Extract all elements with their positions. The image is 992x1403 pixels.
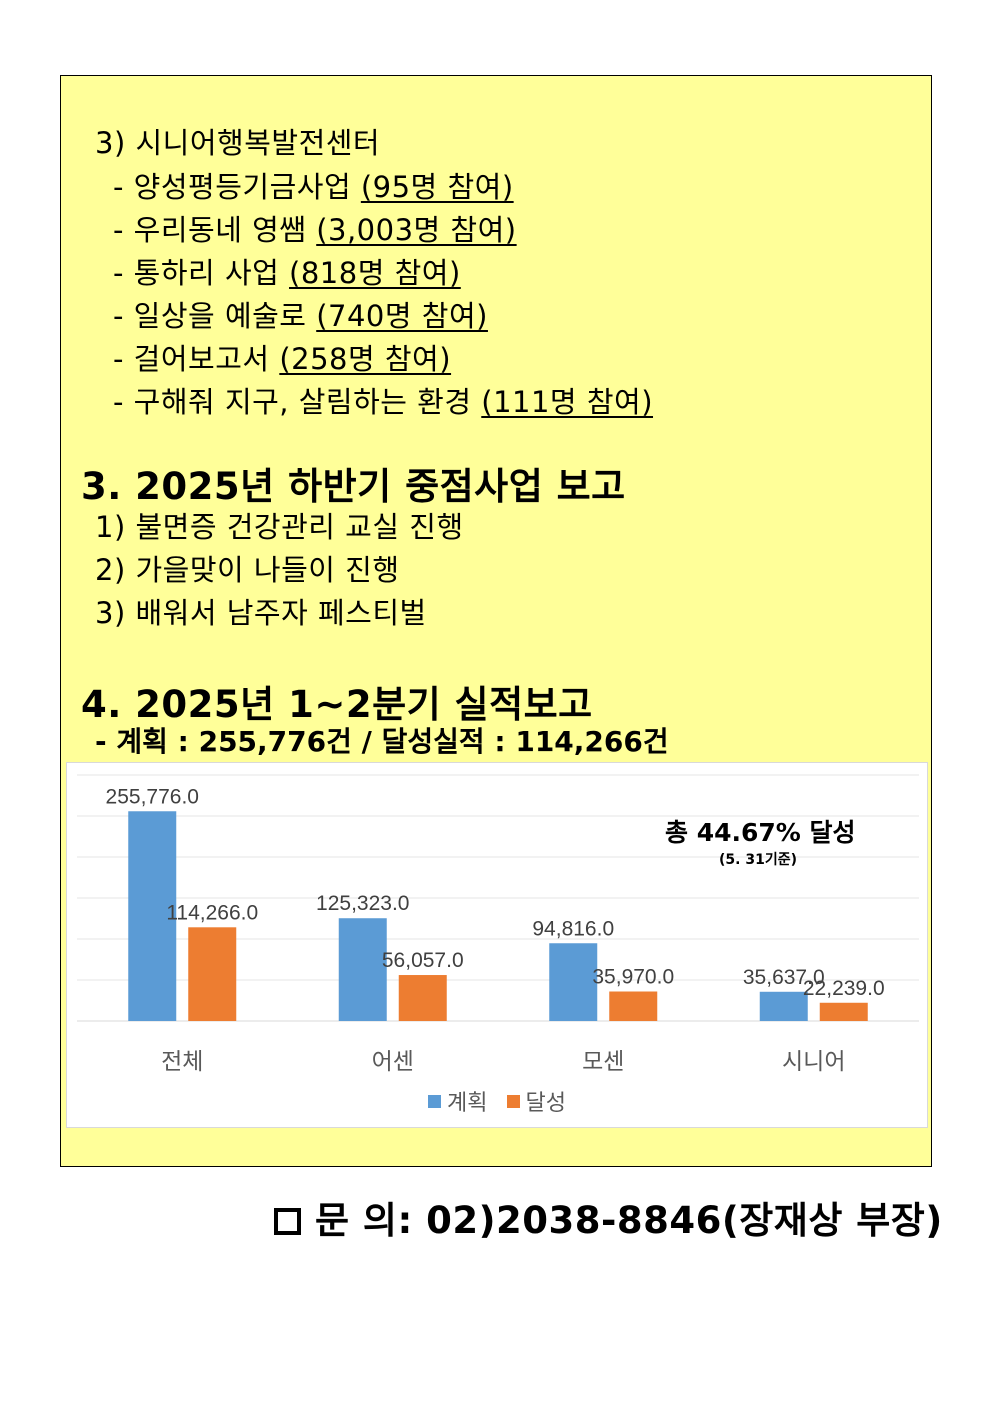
section3-heading: 3. 2025년 하반기 중점사업 보고 (81, 465, 626, 508)
section4-summary: - 계획 : 255,776건 / 달성실적 : 114,266건 (95, 725, 669, 758)
achievement-callout: 총 44.67% 달성 (665, 818, 856, 847)
legend-label: 달성 (525, 1091, 566, 1116)
program-item: - 양성평등기금사업 (95명 참여) (113, 164, 514, 206)
bar (188, 927, 237, 1021)
data-label: 22,239.0 (803, 977, 885, 1000)
legend-swatch (506, 1094, 520, 1108)
category-label: 어센 (372, 1049, 414, 1075)
item3-title: 3) 시니어행복발전센터 (95, 126, 381, 160)
category-label: 전체 (161, 1049, 203, 1075)
callout-date: (5. 31기준) (719, 852, 797, 868)
legend-item-achieved: 달성 (506, 1085, 566, 1117)
program-name: - 양성평등기금사업 (113, 170, 361, 204)
program-name: - 구해줘 지구, 살림하는 환경 (113, 385, 482, 419)
section3-item: 2) 가을맞이 나들이 진행 (95, 553, 400, 587)
yellow-panel: 3) 시니어행복발전센터 - 양성평등기금사업 (95명 참여) - 우리동네 … (60, 75, 932, 1167)
program-participants: (740명 참여) (316, 299, 488, 333)
program-participants: (3,003명 참여) (316, 213, 517, 247)
chart-legend: 계획 달성 (67, 1085, 927, 1117)
contact-text: 문 의: 02)2038-8846(장재상 부장) (315, 1199, 943, 1242)
data-label: 125,323.0 (316, 892, 409, 915)
program-item: - 일상을 예술로 (740명 참여) (113, 293, 488, 335)
bar (128, 811, 177, 1021)
data-label: 56,057.0 (382, 949, 464, 972)
contact-line: 문 의: 02)2038-8846(장재상 부장) (274, 1190, 943, 1244)
data-label: 255,776.0 (106, 785, 199, 808)
section3-item: 1) 불면증 건강관리 교실 진행 (95, 510, 464, 544)
square-bullet-icon (274, 1208, 301, 1235)
program-name: - 통하리 사업 (113, 256, 290, 290)
section4-heading: 4. 2025년 1~2분기 실적보고 (81, 683, 593, 726)
category-label: 시니어 (782, 1049, 845, 1075)
program-item: - 통하리 사업 (818명 참여) (113, 250, 461, 292)
program-item: - 구해줘 지구, 살림하는 환경 (111명 참여) (113, 379, 653, 421)
category-label: 모센 (582, 1049, 624, 1075)
chart: 255,776.0 114,266.0 전체 125,323.0 56,057.0 어센 9… (66, 762, 928, 1128)
chart-svg: 255,776.0 114,266.0 전체 125,323.0 56,057.0 어센 9… (77, 774, 919, 1075)
program-participants: (111명 참여) (481, 385, 654, 419)
program-item: - 걸어보고서 (258명 참여) (113, 336, 451, 378)
data-label: 35,970.0 (592, 966, 674, 989)
bar (549, 943, 598, 1021)
legend-swatch (428, 1094, 442, 1108)
legend-label: 계획 (447, 1091, 488, 1116)
section3-item: 3) 배워서 남주자 페스티벌 (95, 596, 427, 630)
program-participants: (818명 참여) (289, 256, 461, 290)
bar (759, 991, 808, 1021)
bar (609, 991, 658, 1021)
program-name: - 우리동네 영쌤 (113, 213, 317, 247)
bar (398, 975, 447, 1021)
program-item: - 우리동네 영쌤 (3,003명 참여) (113, 207, 517, 249)
data-label: 114,266.0 (166, 901, 258, 924)
data-label: 94,816.0 (532, 917, 614, 940)
program-participants: (258명 참여) (279, 342, 452, 376)
program-participants: (95명 참여) (360, 170, 514, 204)
data-label: 35,637.0 (743, 966, 825, 989)
legend-item-plan: 계획 (428, 1085, 488, 1117)
program-name: - 걸어보고서 (113, 342, 280, 376)
bar (819, 1002, 868, 1021)
program-name: - 일상을 예술로 (113, 299, 317, 333)
bar (338, 918, 387, 1021)
